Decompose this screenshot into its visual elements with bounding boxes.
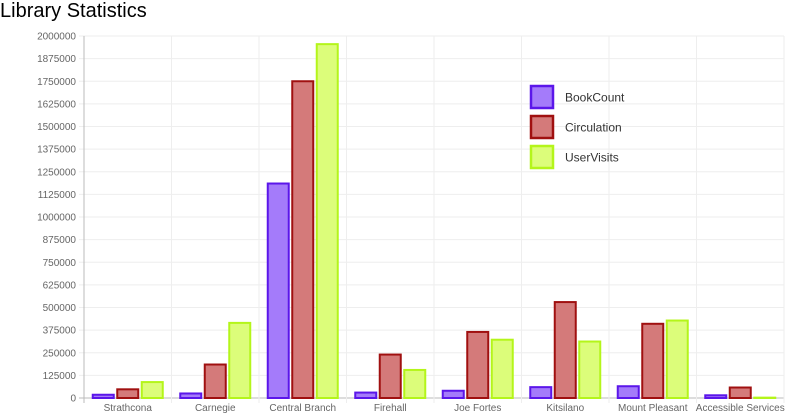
x-tick-label: Kitsilano — [546, 403, 584, 413]
x-tick-label: Joe Fortes — [454, 403, 501, 413]
bar-bookcount-5 — [529, 386, 553, 400]
y-tick-label: 1250000 — [37, 167, 76, 178]
y-tick-label: 125000 — [43, 371, 77, 382]
bar-circulation-5 — [553, 301, 577, 400]
x-tick-label: Accessible Services — [696, 403, 785, 413]
bar-uservisits-3 — [403, 368, 427, 400]
bar-bookcount-4 — [441, 389, 465, 400]
bar-circulation-3 — [378, 353, 402, 399]
legend-label-uservisits: UserVisits — [565, 151, 619, 165]
y-tick-label: 250000 — [43, 348, 77, 359]
y-tick-label: 750000 — [43, 258, 77, 269]
bar-bookcount-3 — [354, 391, 378, 400]
bar-uservisits-1 — [228, 321, 252, 400]
x-tick-label: Mount Pleasant — [618, 403, 688, 413]
bar-uservisits-2 — [315, 43, 339, 400]
y-tick-label: 1125000 — [38, 190, 77, 201]
y-tick-label: 875000 — [43, 235, 77, 246]
bars — [91, 43, 777, 400]
bar-bookcount-2 — [266, 182, 290, 399]
y-tick-label: 1375000 — [37, 145, 76, 156]
bar-circulation-6 — [641, 322, 665, 400]
bar-bookcount-1 — [179, 392, 203, 400]
y-tick-label: 1625000 — [37, 99, 76, 110]
legend-swatch-uservisits — [529, 144, 555, 170]
y-tick-label: 2000000 — [37, 32, 76, 43]
bar-uservisits-4 — [490, 338, 514, 399]
y-axis: 0 125000 250000 375000 500000 625000 750000 875… — [37, 32, 76, 405]
chart-title: Library Statistics — [0, 0, 147, 22]
y-tick-label: 625000 — [43, 280, 77, 291]
x-tick-label: Strathcona — [104, 403, 153, 413]
legend: BookCount Circulation UserVisits — [529, 84, 625, 170]
y-tick-label: 1000000 — [37, 213, 76, 224]
bar-uservisits-5 — [578, 340, 602, 400]
x-tick-label: Carnegie — [195, 403, 236, 413]
bar-circulation-4 — [466, 330, 490, 399]
y-tick-label: 500000 — [43, 303, 77, 314]
bar-bookcount-6 — [616, 385, 640, 399]
bar-circulation-1 — [203, 363, 227, 400]
grid-lines — [79, 35, 785, 403]
bar-uservisits-0 — [140, 381, 164, 399]
y-tick-label: 1500000 — [37, 122, 76, 133]
y-tick-label: 0 — [70, 394, 76, 405]
y-tick-label: 1875000 — [37, 54, 76, 65]
bar-bookcount-7 — [704, 394, 728, 400]
bar-bookcount-0 — [91, 393, 115, 400]
y-tick-label: 375000 — [43, 326, 77, 337]
bar-uservisits-6 — [665, 319, 689, 400]
legend-label-circulation: Circulation — [565, 121, 622, 135]
y-tick-label: 1750000 — [37, 77, 76, 88]
bar-circulation-2 — [291, 80, 315, 399]
bar-circulation-0 — [116, 388, 140, 400]
x-tick-label: Central Branch — [269, 403, 336, 413]
x-axis: Strathcona Carnegie Central Branch Firehall… — [104, 403, 785, 413]
bar-circulation-7 — [728, 386, 752, 400]
x-tick-label: Firehall — [374, 403, 407, 413]
legend-label-bookcount: BookCount — [565, 91, 625, 105]
legend-swatch-bookcount — [529, 84, 555, 110]
legend-swatch-circulation — [529, 114, 555, 140]
